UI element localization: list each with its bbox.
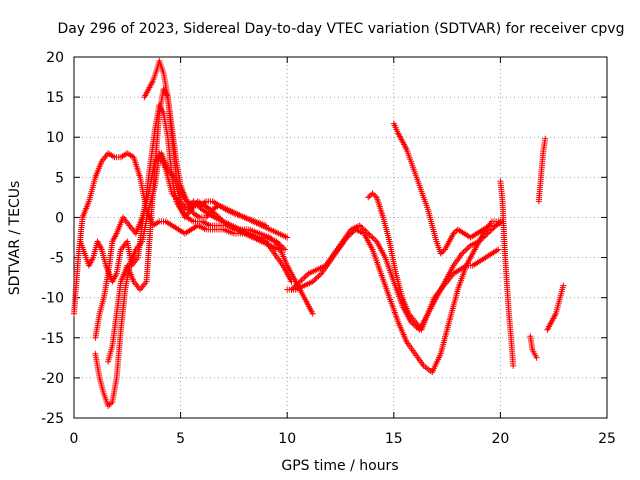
y-tick-label: 0 <box>55 210 64 226</box>
data-series <box>535 135 549 205</box>
x-tick-label: 0 <box>70 431 79 447</box>
grid-lines <box>74 57 607 418</box>
y-tick-label: -5 <box>50 251 64 267</box>
x-tick-label: 5 <box>176 431 185 447</box>
point-markers <box>77 102 316 317</box>
y-axis-tick-labels: -25 -20 -15 -10 -5 0 5 10 15 20 <box>41 50 64 427</box>
point-markers <box>527 333 540 361</box>
data-series <box>390 120 504 257</box>
data-series <box>365 190 502 333</box>
point-markers <box>544 282 567 333</box>
y-tick-label: -25 <box>41 411 64 427</box>
point-markers <box>365 190 502 333</box>
data-points <box>71 58 567 409</box>
data-series <box>77 102 316 317</box>
data-series <box>284 218 504 376</box>
point-markers <box>141 58 291 241</box>
y-tick-label: -10 <box>41 291 64 307</box>
x-axis-tick-labels: 0 5 10 15 20 25 <box>70 431 616 447</box>
y-tick-label: 20 <box>46 50 64 66</box>
x-tick-label: 15 <box>385 431 403 447</box>
x-tick-label: 20 <box>491 431 509 447</box>
y-tick-label: 5 <box>55 170 64 186</box>
y-axis-label: SDTVAR / TECUs <box>7 181 23 296</box>
y-tick-label: -15 <box>41 331 64 347</box>
point-markers <box>535 135 549 205</box>
data-series <box>544 282 567 333</box>
y-tick-label: 10 <box>46 130 64 146</box>
plot-frame <box>73 56 608 419</box>
x-axis-label: GPS time / hours <box>281 458 398 474</box>
x-tick-label: 10 <box>278 431 296 447</box>
point-markers <box>390 120 504 257</box>
y-tick-label: -20 <box>41 371 64 387</box>
x-tick-label: 25 <box>598 431 616 447</box>
data-series <box>141 58 291 241</box>
axis-ticks <box>73 56 608 419</box>
point-markers <box>497 178 517 369</box>
y-tick-label: 15 <box>46 90 64 106</box>
chart-title: Day 296 of 2023, Sidereal Day-to-day VTE… <box>58 21 625 37</box>
point-markers <box>284 218 504 376</box>
data-series <box>527 333 540 361</box>
data-series <box>497 178 517 369</box>
